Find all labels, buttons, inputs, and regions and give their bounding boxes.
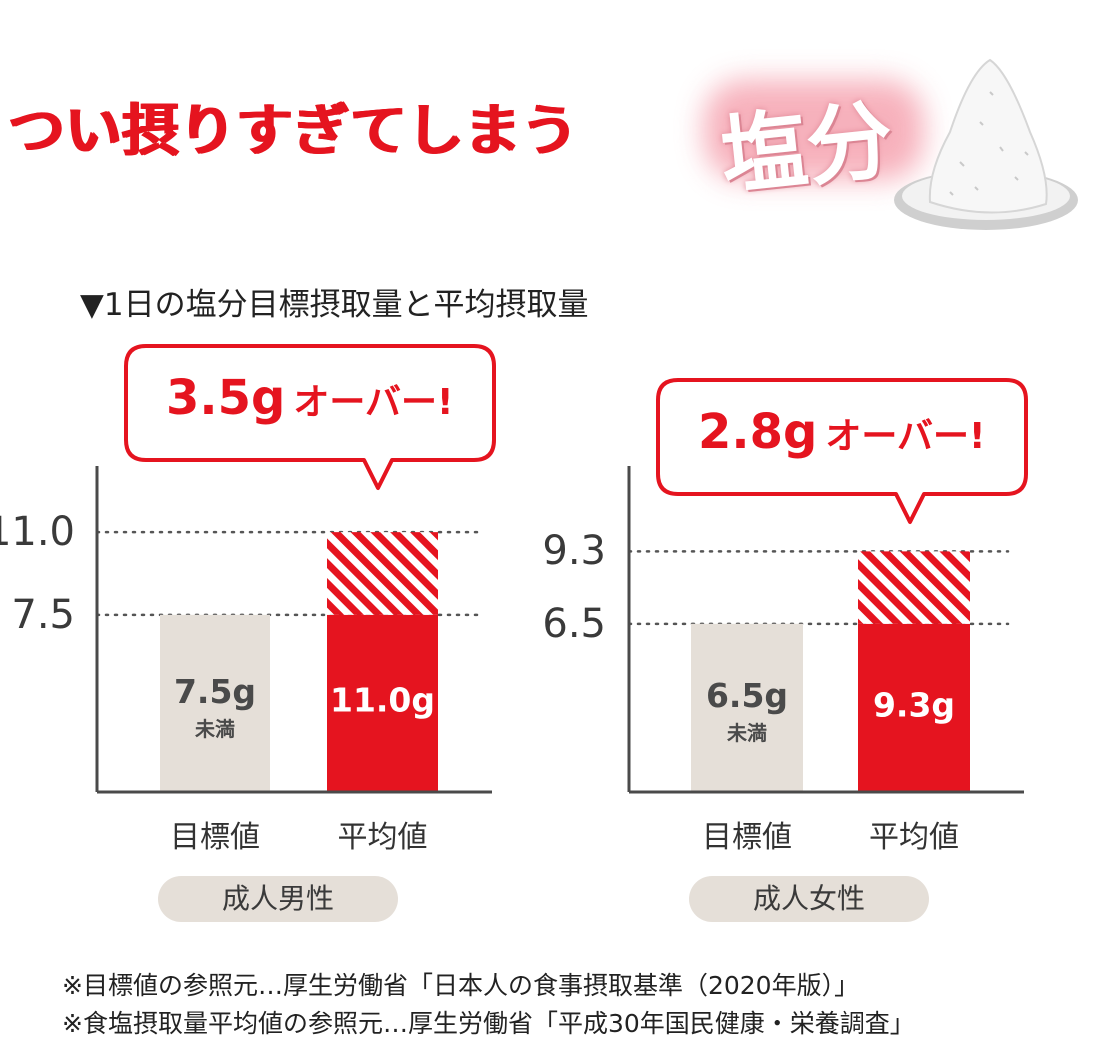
bar-value-label: 7.5g bbox=[173, 671, 257, 711]
excess-label: オーバー! bbox=[293, 382, 454, 423]
bar-sub-label: 未満 bbox=[727, 721, 767, 746]
x-category-label: 平均値 bbox=[337, 820, 428, 855]
callout-bubble bbox=[124, 344, 496, 490]
chart-plot-male bbox=[95, 344, 496, 794]
x-category-label: 目標値 bbox=[170, 820, 260, 855]
bar-value-label: 9.3g bbox=[872, 685, 956, 725]
bar-data-label: 7.5g 未満 bbox=[174, 672, 256, 742]
footnote-1: ※目標値の参照元…厚生労働省「日本人の食事摂取基準（2020年版）」 bbox=[62, 971, 860, 1000]
bar-value-label: 6.5g bbox=[705, 676, 789, 716]
excess-callout-text: 3.5g オーバー! bbox=[166, 370, 453, 426]
bar-target bbox=[160, 614, 270, 792]
badge-glow bbox=[704, 80, 924, 180]
excess-callout-text: 2.8g オーバー! bbox=[698, 404, 985, 460]
bar-sub-label: 未満 bbox=[195, 716, 235, 741]
bar-value-label: 11.0g bbox=[329, 680, 436, 720]
chart-plot-female bbox=[627, 378, 1028, 794]
y-tick-label: 9.3 bbox=[542, 528, 606, 575]
bar-excess-hatched bbox=[858, 551, 970, 624]
chart-panel-female: 9.3 6.5 2.8g オーバー! 6.5g 未満 9.3g 目標値 平均値 成… bbox=[530, 340, 1075, 940]
excess-amount: 2.8g bbox=[698, 404, 818, 460]
bar-data-label: 9.3g bbox=[873, 685, 955, 724]
bar-excess-hatched bbox=[327, 532, 438, 615]
y-tick-label: 6.5 bbox=[542, 600, 606, 647]
bar-target bbox=[691, 623, 803, 792]
headline: つい摂りすぎてしまう bbox=[8, 99, 578, 164]
y-tick-label: 7.5 bbox=[11, 591, 75, 638]
footnote-2: ※食塩摂取量平均値の参照元…厚生労働省「平成30年国民健康・栄養調査」 bbox=[62, 1009, 915, 1038]
callout-bubble bbox=[656, 378, 1028, 524]
bar-data-label: 6.5g 未満 bbox=[706, 676, 788, 746]
excess-amount: 3.5g bbox=[166, 370, 286, 426]
group-label-pill: 成人男性 bbox=[158, 876, 398, 922]
x-category-label: 目標値 bbox=[702, 820, 792, 855]
excess-label: オーバー! bbox=[825, 416, 986, 457]
salt-badge: 塩分 bbox=[700, 60, 930, 208]
group-label-pill: 成人女性 bbox=[689, 876, 929, 922]
y-tick-label: 11.0 bbox=[0, 509, 75, 556]
chart-subtitle: ▼1日の塩分目標摂取量と平均摂取量 bbox=[80, 287, 589, 323]
bar-average bbox=[858, 623, 970, 792]
x-category-label: 平均値 bbox=[869, 820, 959, 855]
salt-pile-on-plate-icon bbox=[894, 58, 1078, 230]
bar-average bbox=[327, 614, 438, 792]
badge-word: 塩分 bbox=[716, 90, 898, 208]
bar-data-label: 11.0g bbox=[330, 680, 435, 719]
